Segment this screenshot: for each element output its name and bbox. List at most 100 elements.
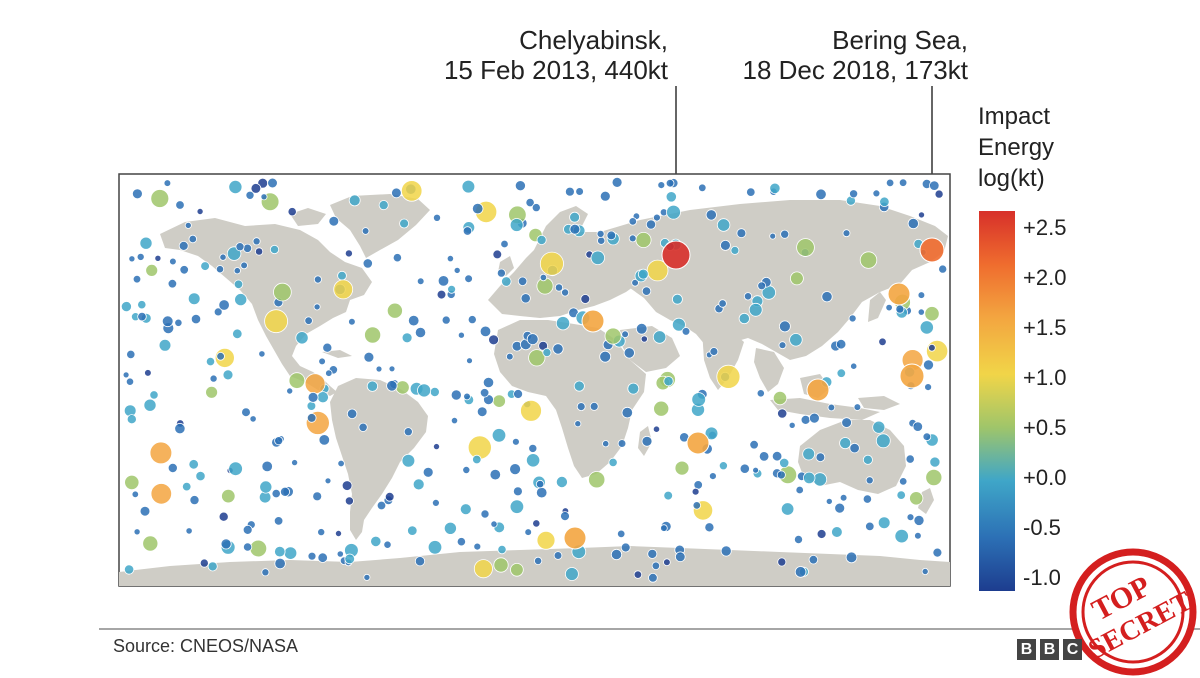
- impact-point: [776, 470, 786, 480]
- impact-point: [344, 553, 356, 565]
- impact-point: [914, 531, 922, 540]
- impact-point: [219, 253, 227, 261]
- impact-point: [645, 219, 657, 230]
- impact-point: [739, 463, 750, 474]
- impact-point: [800, 414, 811, 425]
- impact-point: [841, 417, 852, 428]
- impact-point: [691, 487, 700, 496]
- legend-tick: +0.5: [1023, 415, 1067, 440]
- impact-point: [376, 500, 387, 511]
- impact-point: [348, 317, 356, 326]
- impact-point: [462, 465, 471, 474]
- impact-point: [581, 309, 605, 333]
- impact-point: [337, 270, 347, 281]
- impact-point: [144, 369, 152, 377]
- impact-point: [580, 294, 591, 304]
- impact-point: [651, 561, 661, 570]
- impact-point: [255, 247, 264, 256]
- impact-point: [348, 194, 361, 207]
- impact-point: [467, 315, 477, 325]
- impact-point: [788, 421, 796, 429]
- impact-point: [417, 383, 432, 398]
- impact-point: [691, 392, 706, 407]
- impact-point: [250, 183, 262, 194]
- impact-point: [441, 315, 451, 325]
- impact-point: [542, 347, 552, 357]
- impact-point: [488, 334, 500, 346]
- impact-point: [921, 568, 929, 576]
- impact-point: [865, 521, 875, 532]
- impact-point: [746, 187, 756, 197]
- impact-point: [427, 540, 443, 555]
- impact-point: [758, 451, 770, 462]
- impact-point: [633, 570, 643, 579]
- impact-point: [795, 485, 804, 495]
- impact-point: [429, 386, 440, 397]
- impact-point: [479, 388, 490, 398]
- impact-point: [218, 511, 229, 522]
- impact-point: [865, 476, 874, 485]
- impact-point: [408, 314, 420, 327]
- impact-point: [163, 179, 172, 187]
- impact-point: [808, 555, 819, 565]
- impact-point: [602, 440, 610, 448]
- impact-point: [279, 486, 290, 497]
- impact-point: [362, 258, 373, 269]
- impact-point: [772, 390, 788, 406]
- impact-point: [589, 401, 599, 411]
- impact-point: [803, 471, 816, 485]
- impact-point: [929, 456, 941, 468]
- impact-point: [307, 551, 317, 561]
- impact-point: [358, 422, 368, 432]
- impact-point: [686, 431, 710, 455]
- impact-point: [812, 472, 828, 487]
- impact-point: [145, 263, 159, 277]
- impact-point: [453, 266, 461, 274]
- impact-point: [391, 187, 402, 199]
- impact-point: [472, 202, 484, 215]
- impact-point: [388, 365, 396, 373]
- bering-sea-impact: [919, 237, 945, 263]
- impact-point: [313, 303, 321, 311]
- bering-sea-place: Bering Sea,: [832, 25, 968, 55]
- impact-point: [845, 551, 858, 564]
- impact-point: [509, 499, 525, 514]
- impact-point: [500, 239, 509, 249]
- impact-point: [635, 231, 652, 248]
- impact-point: [875, 433, 891, 449]
- impact-point: [531, 203, 541, 213]
- impact-point: [743, 292, 753, 301]
- impact-point: [839, 437, 852, 450]
- impact-point: [446, 255, 454, 263]
- impact-point: [399, 218, 410, 229]
- impact-point: [322, 342, 333, 353]
- impact-point: [802, 447, 816, 461]
- impact-point: [509, 463, 521, 476]
- impact-point: [794, 566, 807, 578]
- antarctica: [119, 546, 950, 586]
- impact-point: [384, 491, 395, 502]
- impact-point: [925, 468, 943, 486]
- impact-point: [674, 460, 690, 476]
- impact-point: [269, 244, 280, 255]
- impact-point: [249, 415, 257, 423]
- impact-point: [447, 284, 457, 294]
- impact-point: [938, 264, 948, 274]
- impact-point: [692, 501, 701, 510]
- impact-point: [218, 299, 230, 311]
- bering-sea-detail: 18 Dec 2018, 173kt: [742, 55, 969, 85]
- impact-point: [749, 440, 759, 450]
- impact-point: [780, 502, 795, 516]
- impact-point: [520, 399, 542, 422]
- impact-point: [849, 442, 860, 454]
- impact-point: [274, 436, 284, 446]
- impact-point: [779, 457, 790, 468]
- impact-point: [704, 522, 715, 533]
- impact-point: [637, 268, 649, 280]
- impact-point: [264, 309, 289, 334]
- impact-point: [736, 228, 747, 239]
- bering-sea-label: Bering Sea, 18 Dec 2018, 173kt: [743, 25, 969, 85]
- impact-point: [885, 303, 893, 312]
- impact-point: [209, 374, 218, 383]
